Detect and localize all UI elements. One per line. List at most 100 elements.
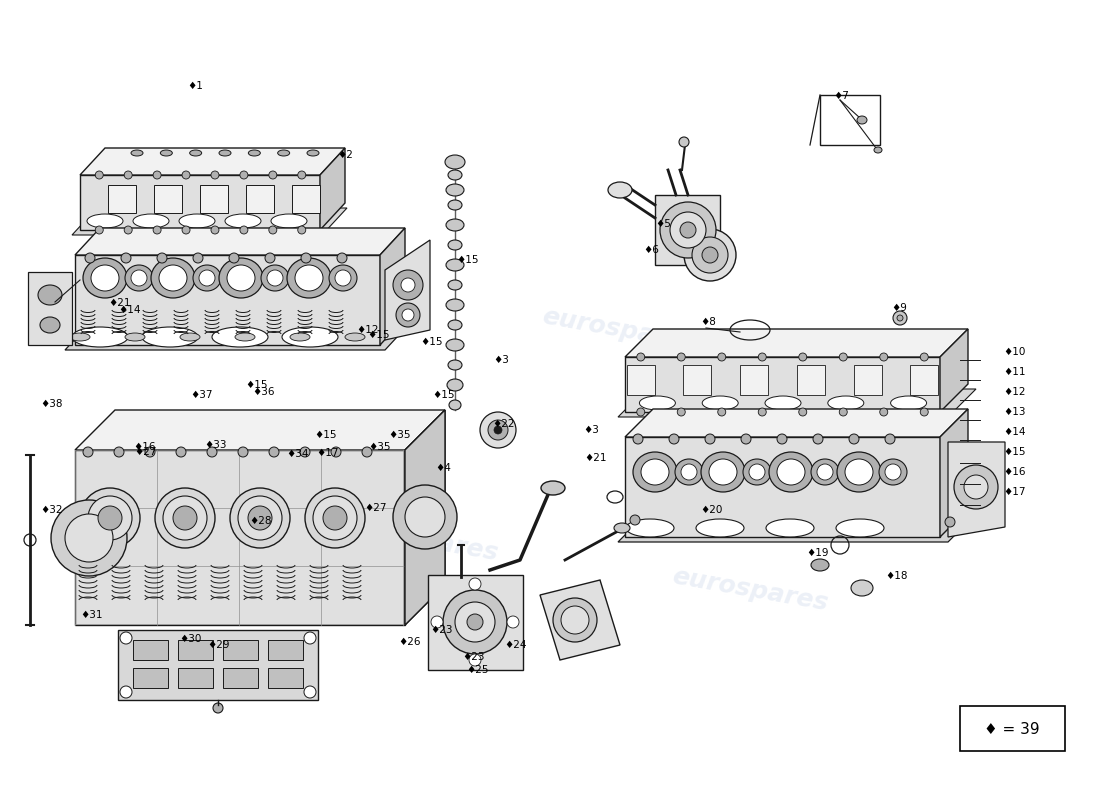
Ellipse shape bbox=[845, 459, 873, 485]
Ellipse shape bbox=[891, 396, 926, 410]
Ellipse shape bbox=[323, 506, 346, 530]
Ellipse shape bbox=[742, 459, 771, 485]
Ellipse shape bbox=[777, 459, 805, 485]
Ellipse shape bbox=[469, 654, 481, 666]
Ellipse shape bbox=[896, 315, 903, 321]
Ellipse shape bbox=[271, 214, 307, 228]
Ellipse shape bbox=[836, 519, 884, 537]
Ellipse shape bbox=[235, 333, 255, 341]
Ellipse shape bbox=[213, 703, 223, 713]
Bar bbox=[108, 185, 135, 213]
Bar bbox=[627, 365, 654, 395]
Text: ♦15: ♦15 bbox=[432, 390, 454, 400]
Ellipse shape bbox=[304, 686, 316, 698]
Text: ♦30: ♦30 bbox=[179, 634, 201, 644]
Bar bbox=[268, 668, 302, 688]
Ellipse shape bbox=[282, 327, 338, 347]
Text: ♦14: ♦14 bbox=[1003, 427, 1025, 437]
Ellipse shape bbox=[945, 517, 955, 527]
Ellipse shape bbox=[227, 265, 255, 291]
Ellipse shape bbox=[614, 523, 630, 533]
Text: ♦13: ♦13 bbox=[1003, 407, 1025, 417]
Ellipse shape bbox=[248, 506, 272, 530]
Ellipse shape bbox=[764, 396, 801, 410]
Ellipse shape bbox=[681, 464, 697, 480]
Bar bbox=[911, 365, 938, 395]
Bar bbox=[293, 185, 320, 213]
Ellipse shape bbox=[839, 408, 847, 416]
Polygon shape bbox=[625, 409, 968, 437]
Ellipse shape bbox=[443, 590, 507, 654]
Ellipse shape bbox=[455, 602, 495, 642]
Ellipse shape bbox=[637, 408, 645, 416]
Ellipse shape bbox=[541, 481, 565, 495]
Ellipse shape bbox=[180, 333, 200, 341]
Polygon shape bbox=[618, 514, 976, 542]
Text: ♦25: ♦25 bbox=[466, 665, 488, 675]
Polygon shape bbox=[625, 329, 968, 357]
Ellipse shape bbox=[182, 226, 190, 234]
Ellipse shape bbox=[670, 212, 706, 248]
Ellipse shape bbox=[301, 253, 311, 263]
Ellipse shape bbox=[298, 226, 306, 234]
Bar bbox=[200, 185, 228, 213]
Ellipse shape bbox=[446, 259, 464, 271]
Ellipse shape bbox=[446, 184, 464, 196]
Text: ♦19: ♦19 bbox=[806, 548, 828, 558]
Text: ♦15: ♦15 bbox=[420, 337, 442, 347]
Ellipse shape bbox=[874, 147, 882, 153]
Ellipse shape bbox=[211, 171, 219, 179]
Polygon shape bbox=[405, 410, 446, 625]
Ellipse shape bbox=[290, 333, 310, 341]
Ellipse shape bbox=[758, 408, 767, 416]
Ellipse shape bbox=[880, 353, 888, 361]
Ellipse shape bbox=[828, 396, 864, 410]
Ellipse shape bbox=[182, 171, 190, 179]
Ellipse shape bbox=[684, 229, 736, 281]
Text: ♦23: ♦23 bbox=[462, 652, 484, 662]
Ellipse shape bbox=[678, 353, 685, 361]
Ellipse shape bbox=[964, 475, 988, 499]
Ellipse shape bbox=[153, 226, 161, 234]
Ellipse shape bbox=[758, 353, 767, 361]
Text: ♦28: ♦28 bbox=[249, 516, 272, 526]
Ellipse shape bbox=[641, 459, 669, 485]
Ellipse shape bbox=[207, 447, 217, 457]
Ellipse shape bbox=[702, 247, 718, 263]
Ellipse shape bbox=[96, 226, 103, 234]
Text: ♦5: ♦5 bbox=[654, 219, 671, 229]
Ellipse shape bbox=[880, 408, 888, 416]
Polygon shape bbox=[540, 580, 620, 660]
Text: ♦12: ♦12 bbox=[1003, 387, 1025, 397]
Ellipse shape bbox=[96, 171, 103, 179]
Text: ♦26: ♦26 bbox=[398, 637, 420, 647]
Ellipse shape bbox=[336, 270, 351, 286]
Text: ♦9: ♦9 bbox=[891, 303, 906, 313]
Ellipse shape bbox=[91, 265, 119, 291]
Ellipse shape bbox=[211, 226, 219, 234]
Ellipse shape bbox=[121, 253, 131, 263]
Text: ♦14: ♦14 bbox=[118, 305, 141, 315]
Text: ♦38: ♦38 bbox=[40, 399, 63, 409]
Bar bbox=[223, 640, 258, 660]
Ellipse shape bbox=[660, 202, 716, 258]
Text: ♦21: ♦21 bbox=[108, 298, 131, 308]
Text: ♦20: ♦20 bbox=[700, 505, 723, 515]
Ellipse shape bbox=[811, 559, 829, 571]
Text: ♦6: ♦6 bbox=[644, 245, 659, 255]
Text: ♦35: ♦35 bbox=[368, 442, 390, 452]
Ellipse shape bbox=[446, 299, 464, 311]
Ellipse shape bbox=[277, 150, 289, 156]
Ellipse shape bbox=[192, 253, 204, 263]
Bar bbox=[268, 640, 302, 660]
Ellipse shape bbox=[447, 379, 463, 391]
Ellipse shape bbox=[229, 253, 239, 263]
Text: ♦33: ♦33 bbox=[204, 440, 227, 450]
Ellipse shape bbox=[265, 253, 275, 263]
Text: ♦12: ♦12 bbox=[356, 325, 378, 335]
Polygon shape bbox=[428, 575, 522, 670]
Ellipse shape bbox=[98, 506, 122, 530]
Ellipse shape bbox=[553, 598, 597, 642]
Ellipse shape bbox=[632, 434, 644, 444]
Ellipse shape bbox=[226, 214, 261, 228]
